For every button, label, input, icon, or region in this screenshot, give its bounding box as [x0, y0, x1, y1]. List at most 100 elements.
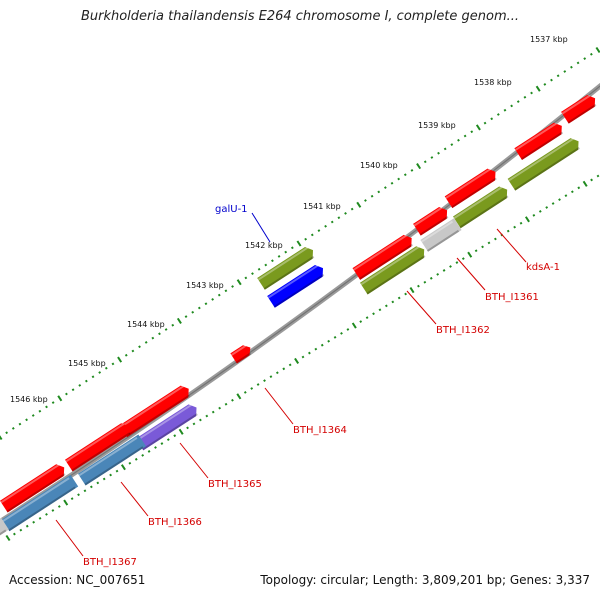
ruler-dot: [160, 442, 164, 445]
ruler-dot: [199, 418, 202, 422]
cds-block[interactable]: [230, 343, 253, 364]
ruler-dot: [503, 108, 507, 112]
ruler-dot: [317, 229, 321, 232]
ruler-dot: [582, 180, 588, 187]
chromosome-backbone: [0, 82, 600, 525]
ruler-dot: [211, 298, 215, 301]
gene-block-galU[interactable]: [257, 244, 317, 290]
gene-label[interactable]: BTH_I1362: [436, 325, 490, 336]
ruler-dot: [320, 343, 324, 347]
ruler-dot: [83, 489, 87, 493]
feature-tracks[interactable]: [0, 92, 599, 537]
ruler-dot: [463, 134, 467, 138]
gene-label[interactable]: BTH_I1361: [485, 292, 539, 303]
ruler-dot: [277, 255, 281, 258]
kbp-tick-label: 1546 kbp: [10, 395, 48, 404]
ruler-dot: [32, 520, 36, 524]
ruler-dot: [263, 379, 266, 382]
ruler-dot: [558, 198, 561, 201]
ruler-dot: [304, 237, 308, 241]
ruler-dot: [583, 57, 587, 60]
gene-block-violet[interactable]: [135, 402, 201, 451]
ruler-dot: [11, 427, 15, 430]
ruler-dot: [117, 356, 123, 363]
gene-block-steel[interactable]: [77, 434, 147, 486]
ruler-dot: [51, 509, 55, 512]
ruler-dot: [496, 113, 500, 116]
ruler-dot: [197, 306, 201, 310]
gene-label[interactable]: BTH_I1367: [83, 557, 137, 568]
ruler-dot: [45, 513, 48, 516]
kbp-tick-label: 1545 kbp: [68, 359, 106, 368]
ruler-dot: [535, 85, 541, 92]
ruler-dot: [102, 477, 106, 481]
ruler-dot: [410, 169, 414, 172]
gene-block-green[interactable]: [453, 184, 511, 229]
ruler-dot: [115, 469, 119, 473]
ruler-dot: [134, 457, 138, 461]
cds-block[interactable]: [514, 120, 565, 161]
ruler-dot: [57, 395, 63, 402]
kbp-tick-label: 1538 kbp: [474, 78, 512, 87]
ruler-dot: [205, 414, 209, 418]
ruler-dot: [284, 250, 288, 254]
ruler-dot: [351, 322, 357, 329]
gene-block-green[interactable]: [359, 244, 428, 295]
gene-block-green[interactable]: [507, 135, 583, 191]
ruler-dot: [184, 315, 188, 318]
ruler-dot: [475, 124, 481, 131]
ruler-dot: [391, 300, 395, 304]
gene-label[interactable]: BTH_I1364: [293, 425, 347, 436]
ruler-dot: [204, 302, 208, 306]
gene-label[interactable]: kdsA-1: [526, 262, 560, 273]
ruler-dot: [437, 151, 440, 155]
cds-block[interactable]: [352, 232, 416, 280]
gene-block-gray[interactable]: [0, 517, 9, 537]
ruler-dot: [416, 163, 422, 170]
ruler-dot: [423, 160, 427, 164]
ruler-dot: [417, 284, 420, 288]
ruler-dot: [356, 201, 362, 208]
accession-text: Accession: NC_007651: [9, 573, 146, 587]
cds-block[interactable]: [64, 421, 133, 472]
gene-label[interactable]: BTH_I1365: [208, 479, 262, 490]
gene-label[interactable]: galU-1: [215, 204, 248, 215]
kbp-tick-label: 1543 kbp: [186, 281, 224, 290]
ruler-dot: [151, 336, 155, 340]
gene-block-steel[interactable]: [1, 474, 79, 532]
ruler-dot: [365, 316, 369, 320]
cds-block[interactable]: [561, 92, 599, 124]
ruler-dot: [474, 249, 478, 253]
ruler-dot: [523, 95, 527, 99]
ruler-dot: [173, 434, 177, 438]
ruler-dot: [570, 65, 573, 69]
ruler-dot: [192, 422, 196, 426]
ruler-dot: [166, 438, 170, 442]
cds-block[interactable]: [413, 204, 451, 236]
gene-label-leader: [406, 290, 437, 325]
ruler-dot: [359, 320, 363, 323]
cds-block[interactable]: [444, 166, 500, 209]
ruler-dot: [545, 206, 549, 209]
gene-label[interactable]: BTH_I1366: [148, 517, 202, 528]
cds-block[interactable]: [0, 462, 68, 513]
gene-block-galU-blue[interactable]: [267, 262, 327, 308]
gene-block-gray[interactable]: [420, 218, 462, 252]
ruler-dot: [556, 74, 560, 78]
gene-labels: galU-1 kdsA-1 BTH_I1361 BTH_I1362 BTH_I1364 B…: [55, 204, 560, 568]
ruler-dot: [333, 335, 337, 339]
ruler-dot: [65, 392, 68, 396]
ruler-dot: [470, 130, 474, 134]
ruler-dot: [409, 287, 415, 294]
ruler-dot: [89, 485, 93, 489]
ruler-dot: [256, 383, 260, 386]
ruler-kbp-labels: 1537 kbp 1538 kbp 1539 kbp 1540 kbp 1541 kbp…: [10, 35, 568, 404]
ruler-dot: [13, 532, 16, 536]
cds-block[interactable]: [119, 383, 192, 438]
ruler-dot: [487, 241, 491, 245]
ruler-dot: [271, 259, 274, 263]
ruler-outer-dots: [0, 46, 600, 441]
ruler-dot: [596, 174, 600, 178]
ruler-dot: [390, 181, 394, 185]
